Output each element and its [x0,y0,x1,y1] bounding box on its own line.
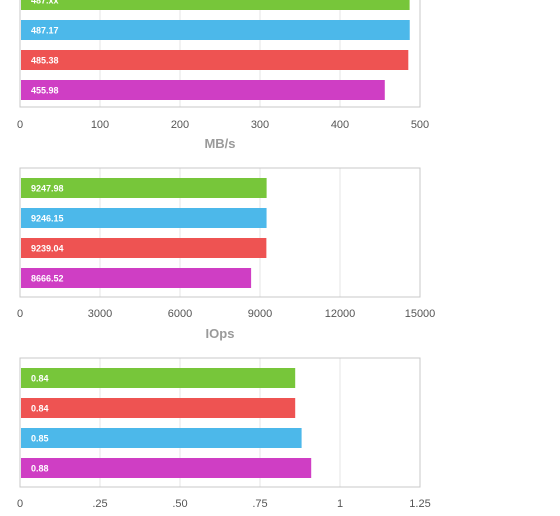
bar-magenta [21,268,252,288]
x-tick-label: 200 [171,119,189,131]
x-tick-label: 3000 [88,308,112,320]
bar-magenta [21,80,385,100]
bar-value-label: 9247.98 [31,184,64,194]
x-tick-label: 6000 [168,308,192,320]
bar-value-label: 0.88 [31,464,49,474]
bar-green [21,178,267,198]
bar-magenta [21,458,312,478]
x-tick-label: 500 [411,119,429,131]
bar-value-label: 9246.15 [31,214,64,224]
x-tick-label: 0 [17,498,23,510]
bar-value-label: 8666.52 [31,274,64,284]
bar-blue [21,428,302,448]
bar-blue [21,208,267,228]
bar-blue [21,20,410,40]
plot-frame [19,0,421,108]
x-tick-label: 400 [331,119,349,131]
x-tick-label: .75 [252,498,267,510]
bar-red [21,50,409,70]
bar-value-label: 0.84 [31,374,49,384]
bar-value-label: 0.85 [31,434,49,444]
bar-red [21,398,296,418]
x-tick-label: 0 [17,119,23,131]
bar-red [21,238,267,258]
x-tick-label: 1 [337,498,343,510]
chart-panel-2: 9247.98 9246.15 9239.04 8666.52 0 3000 6000 900… [17,167,436,341]
bar-green [21,368,296,388]
bar-value-label: 487.xx [31,0,59,6]
bar-green [21,0,410,10]
x-tick-label: .50 [172,498,187,510]
x-tick-label: 0 [17,308,23,320]
bar-value-label: 455.98 [31,86,59,96]
chart-panel-1: 487.xx 487.17 485.38 455.98 0 100 200 300 400 500… [17,0,429,151]
x-tick-label: 1.25 [409,498,430,510]
bar-value-label: 0.84 [31,404,49,414]
chart-panel-3: 0.84 0.84 0.85 0.88 0 .25 .50 .75 1 1.25 [17,357,431,510]
x-tick-label: 300 [251,119,269,131]
x-tick-label: 15000 [405,308,436,320]
x-tick-label: 100 [91,119,109,131]
x-tick-label: 12000 [325,308,356,320]
bar-value-label: 485.38 [31,56,59,66]
x-tick-label: .25 [92,498,107,510]
x-axis-title: IOps [206,326,235,341]
plot-frame [19,167,421,298]
x-tick-label: 9000 [248,308,272,320]
bar-value-label: 487.17 [31,26,59,36]
bar-value-label: 9239.04 [31,244,64,254]
plot-frame [19,357,421,488]
x-axis-title: MB/s [204,136,235,151]
